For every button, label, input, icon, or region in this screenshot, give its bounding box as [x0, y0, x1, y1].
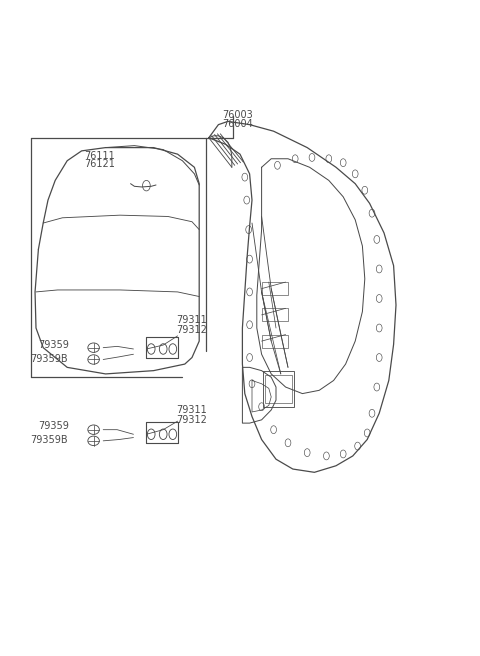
Text: 76004: 76004: [222, 119, 253, 129]
Text: 79359B: 79359B: [30, 354, 68, 364]
Text: 76003: 76003: [222, 110, 253, 120]
Text: 79312: 79312: [177, 325, 207, 335]
Text: 76121: 76121: [84, 159, 115, 169]
Text: 79359: 79359: [38, 421, 69, 432]
Text: 79311: 79311: [177, 405, 207, 415]
Text: 79359B: 79359B: [30, 434, 68, 445]
Text: 79312: 79312: [177, 415, 207, 425]
Text: 79359: 79359: [38, 340, 69, 350]
Text: 79311: 79311: [177, 315, 207, 325]
Text: 76111: 76111: [84, 151, 115, 161]
